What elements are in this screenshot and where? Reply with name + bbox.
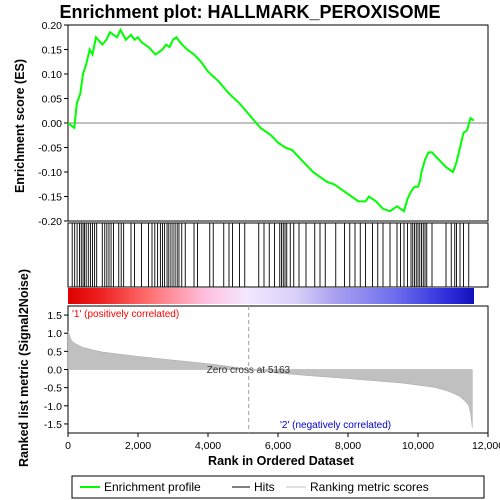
es-y-tick-label: -0.15 bbox=[38, 192, 62, 204]
es-y-tick-label: -0.10 bbox=[38, 167, 62, 179]
enrichment-profile-line bbox=[67, 27, 475, 213]
x-tick-label: 12,000 bbox=[472, 440, 500, 452]
es-y-tick-label: 0.05 bbox=[42, 94, 63, 106]
es-panel: 0.20 0.15 0.10 0.05 0.00 -0.05 -0.10 -0.15 -0.20… bbox=[13, 20, 489, 228]
rank-y-tick-label: 0.5 bbox=[47, 346, 62, 358]
color-bar-strip bbox=[68, 288, 474, 304]
hits-panel bbox=[67, 222, 489, 288]
rank-y-tick-label: 1.0 bbox=[47, 328, 62, 340]
positive-correlation-label: '1' (positively correlated) bbox=[72, 309, 179, 320]
x-tick-label: 6,000 bbox=[265, 440, 291, 452]
es-y-tick-label: -0.05 bbox=[38, 143, 62, 155]
x-ticks: 0 2,000 4,000 6,000 8,000 10,000 12,000 bbox=[65, 433, 500, 452]
x-tick-label: 2,000 bbox=[125, 440, 151, 452]
es-y-tick-label: 0.15 bbox=[42, 45, 63, 57]
es-y-tick-label: -0.20 bbox=[38, 216, 62, 228]
es-y-tick-label: 0.00 bbox=[42, 118, 63, 130]
negative-correlation-label: '2' (negatively correlated) bbox=[280, 420, 391, 431]
ranking-color-bar bbox=[68, 288, 474, 304]
legend-ranking-label: Ranking metric scores bbox=[310, 480, 429, 494]
rank-metric-panel: 1.5 1.0 0.5 0.0 -0.5 -1.0 -1.5 '1' (positively… bbox=[17, 269, 489, 467]
x-tick-label: 10,000 bbox=[402, 440, 434, 452]
es-y-ticks: 0.20 0.15 0.10 0.05 0.00 -0.05 -0.10 -0.15 -0.20 bbox=[38, 20, 68, 228]
es-y-tick-label: 0.10 bbox=[42, 69, 63, 81]
x-tick-label: 0 bbox=[65, 440, 71, 452]
zero-cross-label: Zero cross at 5163 bbox=[207, 365, 291, 376]
rank-y-tick-label: -0.5 bbox=[44, 383, 62, 395]
rank-y-tick-label: -1.5 bbox=[44, 419, 62, 431]
es-y-tick-label: 0.20 bbox=[42, 20, 63, 32]
rank-y-tick-label: 1.5 bbox=[47, 310, 62, 322]
legend: Enrichment profile Hits Ranking metric s… bbox=[71, 475, 485, 499]
rank-y-tick-label: 0.0 bbox=[47, 365, 62, 377]
rank-y-tick-label: -1.0 bbox=[44, 401, 62, 413]
legend-hits-label: Hits bbox=[254, 480, 275, 494]
rank-y-ticks: 1.5 1.0 0.5 0.0 -0.5 -1.0 -1.5 bbox=[44, 310, 68, 431]
es-y-axis-label: Enrichment score (ES) bbox=[13, 59, 27, 193]
legend-enrichment-label: Enrichment profile bbox=[104, 480, 201, 494]
rank-y-axis-label: Ranked list metric (Signal2Noise) bbox=[17, 269, 31, 467]
x-axis-label: Rank in Ordered Dataset bbox=[208, 454, 355, 468]
legend-box bbox=[71, 475, 485, 499]
hit-lines bbox=[71, 223, 470, 287]
x-tick-label: 8,000 bbox=[335, 440, 361, 452]
ranking-metric-area bbox=[67, 331, 473, 428]
x-tick-label: 4,000 bbox=[195, 440, 221, 452]
chart-title: Enrichment plot: HALLMARK_PEROXISOME bbox=[59, 2, 440, 22]
